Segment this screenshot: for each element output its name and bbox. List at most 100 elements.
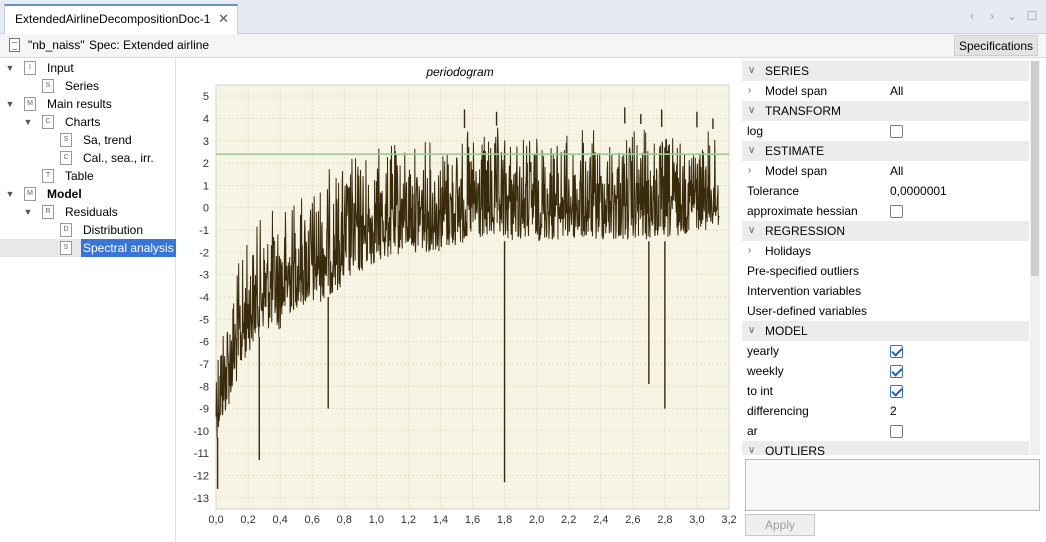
- y-tick-label: 0: [203, 203, 209, 215]
- property-label: User-defined variables: [747, 304, 868, 318]
- expand-chevron-icon[interactable]: ›: [748, 85, 752, 96]
- property-label: to int: [747, 384, 774, 398]
- tree-item-spectral-analysis[interactable]: S Spectral analysis: [0, 239, 176, 257]
- property-model-span[interactable]: › Model span All: [742, 81, 1029, 101]
- property-to-int[interactable]: to int: [742, 381, 1029, 401]
- node-document-icon: C: [42, 115, 54, 129]
- property-pre-specified-outliers[interactable]: Pre-specified outliers: [742, 261, 1029, 281]
- expand-chevron-icon[interactable]: ›: [748, 165, 752, 176]
- document-info-bar: "nb_naiss" Spec: Extended airline Specif…: [0, 34, 1046, 58]
- property-value[interactable]: 0,0000001: [890, 184, 947, 198]
- log-checkbox[interactable]: [890, 125, 903, 138]
- property-label: MODEL: [765, 324, 808, 338]
- tree-item-input[interactable]: ▼ I Input: [0, 59, 176, 77]
- section-series[interactable]: ∨ SERIES: [742, 61, 1029, 81]
- section-regression[interactable]: ∨ REGRESSION: [742, 221, 1029, 241]
- property-label: approximate hessian: [747, 204, 858, 218]
- property-label: TRANSFORM: [765, 104, 841, 118]
- x-tick-label: 2,6: [625, 514, 640, 526]
- expand-arrow-icon[interactable]: ▼: [23, 207, 33, 217]
- y-tick-label: -5: [199, 314, 209, 326]
- property-differencing[interactable]: differencing 2: [742, 401, 1029, 421]
- tree-item-label: Spectral analysis: [81, 239, 176, 257]
- y-tick-label: -10: [193, 426, 209, 438]
- specifications-button[interactable]: Specifications: [953, 35, 1038, 56]
- tree-item-table[interactable]: T Table: [0, 167, 176, 185]
- property-user-defined-variables[interactable]: User-defined variables: [742, 301, 1029, 321]
- collapse-chevron-icon[interactable]: ∨: [748, 105, 756, 116]
- node-document-icon: M: [24, 97, 36, 111]
- property-label: ar: [747, 424, 758, 438]
- property-approximate-hessian[interactable]: approximate hessian: [742, 201, 1029, 221]
- y-tick-label: -13: [193, 493, 209, 505]
- property-label: Holidays: [765, 244, 812, 258]
- property-intervention-variables[interactable]: Intervention variables: [742, 281, 1029, 301]
- property-value[interactable]: 2: [890, 404, 897, 418]
- tree-item-charts[interactable]: ▼ C Charts: [0, 113, 176, 131]
- maximize-icon[interactable]: ☐: [1026, 9, 1038, 23]
- property-scrollbar[interactable]: [1030, 61, 1040, 455]
- document-tab[interactable]: ExtendedAirlineDecompositionDoc-1 ✕: [4, 4, 238, 34]
- section-outliers[interactable]: ∨ OUTLIERS: [742, 441, 1029, 455]
- tree-item-label: Distribution: [83, 223, 144, 237]
- y-tick-label: -4: [199, 292, 209, 304]
- scrollbar-thumb[interactable]: [1031, 61, 1039, 276]
- property-ar[interactable]: ar: [742, 421, 1029, 441]
- tree-item-main-results[interactable]: ▼ M Main results: [0, 95, 176, 113]
- node-document-icon: D: [60, 223, 72, 237]
- collapse-chevron-icon[interactable]: ∨: [748, 325, 756, 336]
- apply-button[interactable]: Apply: [745, 514, 815, 536]
- expand-arrow-icon[interactable]: ▼: [5, 63, 15, 73]
- expand-arrow-icon[interactable]: ▼: [23, 117, 33, 127]
- to-int-checkbox[interactable]: [890, 385, 903, 398]
- property-model-span[interactable]: › Model span All: [742, 161, 1029, 181]
- previous-icon[interactable]: ‹: [970, 9, 974, 23]
- y-tick-label: -3: [199, 270, 209, 282]
- y-tick-label: -9: [199, 404, 209, 416]
- property-value[interactable]: All: [890, 164, 904, 178]
- y-tick-label: 4: [203, 113, 209, 125]
- property-label: log: [747, 124, 764, 138]
- property-value[interactable]: All: [890, 84, 904, 98]
- collapse-chevron-icon[interactable]: ∨: [748, 145, 756, 156]
- property-label: Pre-specified outliers: [747, 264, 860, 278]
- section-transform[interactable]: ∨ TRANSFORM: [742, 101, 1029, 121]
- periodogram-series-line: [215, 127, 720, 439]
- property-log[interactable]: log: [742, 121, 1029, 141]
- x-tick-label: 1,0: [369, 514, 384, 526]
- weekly-checkbox[interactable]: [890, 365, 903, 378]
- chevron-down-icon[interactable]: ⌄: [1006, 9, 1018, 23]
- ar-checkbox[interactable]: [890, 425, 903, 438]
- section-estimate[interactable]: ∨ ESTIMATE: [742, 141, 1029, 161]
- tree-item-distribution[interactable]: D Distribution: [0, 221, 176, 239]
- collapse-chevron-icon[interactable]: ∨: [748, 65, 756, 76]
- window-controls: ‹ › ⌄ ☐: [966, 9, 1038, 23]
- x-tick-label: 1,4: [433, 514, 448, 526]
- tree-item-model[interactable]: ▼ M Model: [0, 185, 176, 203]
- y-tick-label: 1: [203, 180, 209, 192]
- tree-item-series[interactable]: S Series: [0, 77, 176, 95]
- section-model[interactable]: ∨ MODEL: [742, 321, 1029, 341]
- yearly-checkbox[interactable]: [890, 345, 903, 358]
- property-weekly[interactable]: weekly: [742, 361, 1029, 381]
- collapse-chevron-icon[interactable]: ∨: [748, 445, 756, 455]
- y-tick-label: -6: [199, 337, 209, 349]
- expand-arrow-icon[interactable]: ▼: [5, 189, 15, 199]
- tree-item-sa-trend[interactable]: S Sa, trend: [0, 131, 176, 149]
- expand-arrow-icon[interactable]: ▼: [5, 99, 15, 109]
- close-tab-icon[interactable]: ✕: [218, 11, 229, 26]
- approximate-hessian-checkbox[interactable]: [890, 205, 903, 218]
- tree-item-cal-sea-irr[interactable]: C Cal., sea., irr.: [0, 149, 176, 167]
- property-holidays[interactable]: › Holidays: [742, 241, 1029, 261]
- expand-chevron-icon[interactable]: ›: [748, 245, 752, 256]
- tree-item-residuals[interactable]: ▼ R Residuals: [0, 203, 176, 221]
- property-yearly[interactable]: yearly: [742, 341, 1029, 361]
- x-tick-label: 2,4: [593, 514, 608, 526]
- property-label: Model span: [765, 84, 828, 98]
- collapse-chevron-icon[interactable]: ∨: [748, 225, 756, 236]
- next-icon[interactable]: ›: [990, 9, 994, 23]
- property-tolerance[interactable]: Tolerance 0,0000001: [742, 181, 1029, 201]
- tree-item-label: Cal., sea., irr.: [83, 151, 154, 165]
- x-tick-label: 0,4: [272, 514, 287, 526]
- property-label: weekly: [747, 364, 784, 378]
